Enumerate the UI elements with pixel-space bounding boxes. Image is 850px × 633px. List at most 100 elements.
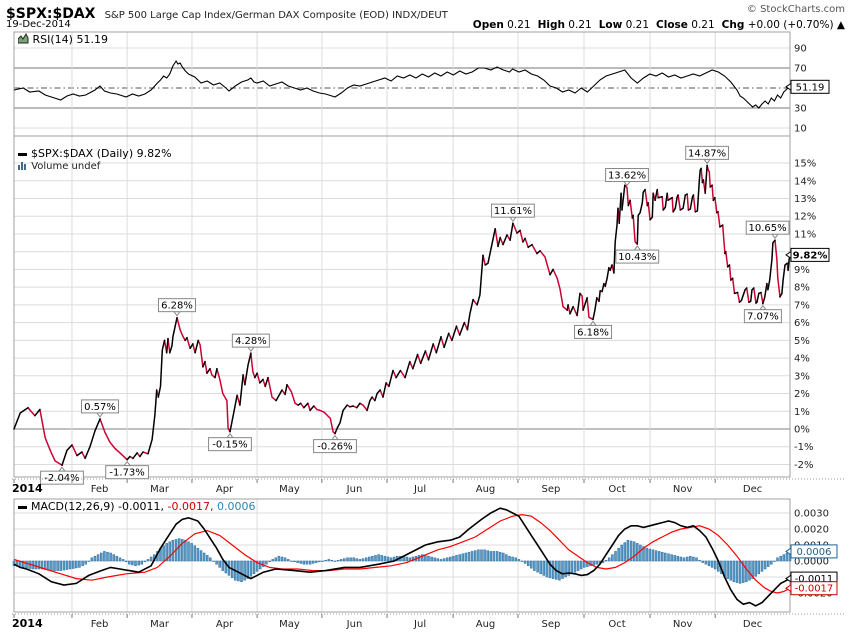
x-axis-month-label: Dec bbox=[743, 484, 762, 495]
main-axis-tick: 6% bbox=[794, 318, 810, 329]
x-axis-month-label: Nov bbox=[673, 484, 693, 495]
macd-axis-tick: 0.0000 bbox=[794, 557, 829, 568]
axis-box-label: -0.0011 bbox=[795, 574, 834, 585]
svg-text:6.18%: 6.18% bbox=[577, 327, 609, 338]
price-callout: -1.73% bbox=[105, 460, 150, 480]
price-callout: 10.43% bbox=[615, 245, 660, 264]
axis-box-label: 9.82% bbox=[793, 250, 828, 261]
price-callout: 6.28% bbox=[157, 298, 196, 317]
svg-text:-2.04%: -2.04% bbox=[44, 473, 79, 484]
axis-box-label: 0.0006 bbox=[797, 547, 832, 558]
svg-text:10.43%: 10.43% bbox=[618, 252, 656, 263]
x-axis-month-label: May bbox=[279, 484, 300, 495]
x-axis-month-label: Jul bbox=[413, 619, 426, 630]
x-axis-year-label: 2014 bbox=[12, 617, 43, 630]
volume-label-text: Volume undef bbox=[31, 161, 101, 172]
x-axis-month-label: Aug bbox=[476, 619, 496, 630]
price-callout: 0.57% bbox=[81, 399, 120, 418]
rsi-area-icon bbox=[17, 32, 29, 44]
axis-value-box bbox=[790, 544, 838, 559]
x-axis-month-label: Mar bbox=[150, 484, 170, 495]
main-axis-tick: 2% bbox=[794, 389, 810, 400]
svg-text:-0.15%: -0.15% bbox=[212, 440, 247, 451]
main-axis-tick: -2% bbox=[794, 460, 813, 471]
x-axis-month-label: Nov bbox=[673, 619, 693, 630]
chg-value: +0.00 (+0.70%) bbox=[747, 19, 834, 31]
svg-text:7.07%: 7.07% bbox=[747, 312, 779, 323]
price-callout: 4.28% bbox=[231, 333, 270, 352]
hist-value-text: 0.0006 bbox=[216, 500, 256, 513]
x-axis-month-label: Oct bbox=[608, 619, 625, 630]
x-axis-month-label: Apr bbox=[216, 619, 234, 630]
axis-box-label: 51.19 bbox=[796, 82, 825, 93]
chart-date: 19-Dec-2014 bbox=[6, 19, 71, 30]
volume-bars-icon bbox=[18, 162, 26, 170]
macd-label-text: MACD(12,26,9) bbox=[31, 500, 115, 513]
rsi-axis-tick: 10 bbox=[794, 124, 807, 135]
main-axis-tick: 0% bbox=[794, 425, 810, 436]
main-axis-tick: 12% bbox=[794, 212, 816, 223]
x-axis-month-label: Oct bbox=[608, 484, 625, 495]
main-axis-tick: 4% bbox=[794, 354, 810, 365]
svg-text:4.28%: 4.28% bbox=[235, 336, 267, 347]
x-axis-month-label: Jun bbox=[346, 619, 363, 630]
rsi-axis-tick: 70 bbox=[794, 64, 807, 75]
price-callout: 14.87% bbox=[685, 145, 730, 165]
open-label: Open bbox=[472, 19, 504, 31]
macd-line-icon bbox=[18, 505, 27, 509]
x-axis-month-label: Feb bbox=[91, 484, 109, 495]
x-axis-month-label: Jun bbox=[346, 484, 363, 495]
rsi-panel-label: RSI(14) 51.19 bbox=[17, 32, 108, 46]
svg-text:-0.26%: -0.26% bbox=[317, 442, 352, 453]
axis-box-label: -0.0017 bbox=[795, 584, 834, 595]
x-axis-month-label: Jul bbox=[413, 484, 426, 495]
x-axis-month-label: Sep bbox=[542, 619, 561, 630]
svg-text:10.65%: 10.65% bbox=[749, 223, 787, 234]
open-value: 0.21 bbox=[507, 19, 531, 31]
macd-panel-label: MACD(12,26,9) -0.0011, -0.0017, 0.0006 bbox=[18, 500, 255, 513]
rsi-line bbox=[13, 59, 791, 109]
axis-value-box bbox=[790, 581, 838, 596]
price-line-down-segments bbox=[27, 164, 789, 466]
price-callout: 6.18% bbox=[574, 320, 613, 339]
main-axis-tick: 9% bbox=[794, 265, 810, 276]
rsi-label-text: RSI(14) 51.19 bbox=[32, 33, 108, 46]
x-axis-month-label: May bbox=[279, 619, 300, 630]
x-axis-month-label: Mar bbox=[150, 619, 170, 630]
price-callout: -2.04% bbox=[40, 466, 84, 485]
svg-text:6.28%: 6.28% bbox=[161, 301, 193, 312]
rsi-axis-tick: 30 bbox=[794, 104, 807, 115]
chart-header: $SPX:$DAX S&P 500 Large Cap Index/German… bbox=[6, 3, 746, 22]
price-callout: 7.07% bbox=[743, 304, 782, 324]
close-label: Close bbox=[656, 19, 688, 31]
axis-value-box bbox=[790, 247, 830, 262]
low-label: Low bbox=[598, 19, 623, 31]
main-axis-tick: 11% bbox=[794, 229, 816, 240]
volume-label-row: Volume undef bbox=[18, 161, 100, 172]
axis-value-box bbox=[790, 79, 830, 94]
low-value: 0.21 bbox=[625, 19, 650, 31]
svg-text:11.61%: 11.61% bbox=[494, 206, 532, 217]
main-label-text: $SPX:$DAX (Daily) 9.82% bbox=[31, 147, 172, 160]
symbol-description: S&P 500 Large Cap Index/German DAX Compo… bbox=[104, 10, 448, 21]
price-callout: 13.62% bbox=[605, 168, 649, 187]
stockcharts-copyright-link[interactable]: © StockCharts.com bbox=[746, 4, 845, 15]
main-panel bbox=[13, 135, 791, 478]
svg-text:-1.73%: -1.73% bbox=[109, 468, 144, 479]
quote-summary: Open 0.21 High 0.21 Low 0.21 Close 0.21 Chg … bbox=[466, 19, 845, 31]
macd-axis-tick: 0.0020 bbox=[794, 525, 829, 536]
main-axis-tick: 3% bbox=[794, 371, 810, 382]
svg-text:14.87%: 14.87% bbox=[688, 148, 726, 159]
price-callout: 10.65% bbox=[745, 220, 790, 240]
high-label: High bbox=[537, 19, 565, 31]
svg-text:0.57%: 0.57% bbox=[84, 402, 116, 413]
rsi-axis-tick: 90 bbox=[794, 44, 807, 55]
chg-up-arrow-icon: ▲ bbox=[836, 19, 845, 31]
main-panel-label: $SPX:$DAX (Daily) 9.82% bbox=[18, 147, 172, 160]
price-callout: -0.26% bbox=[313, 434, 357, 454]
main-axis-tick: -1% bbox=[794, 442, 813, 453]
price-line-icon bbox=[18, 152, 27, 156]
x-axis-month-label: Dec bbox=[743, 619, 762, 630]
